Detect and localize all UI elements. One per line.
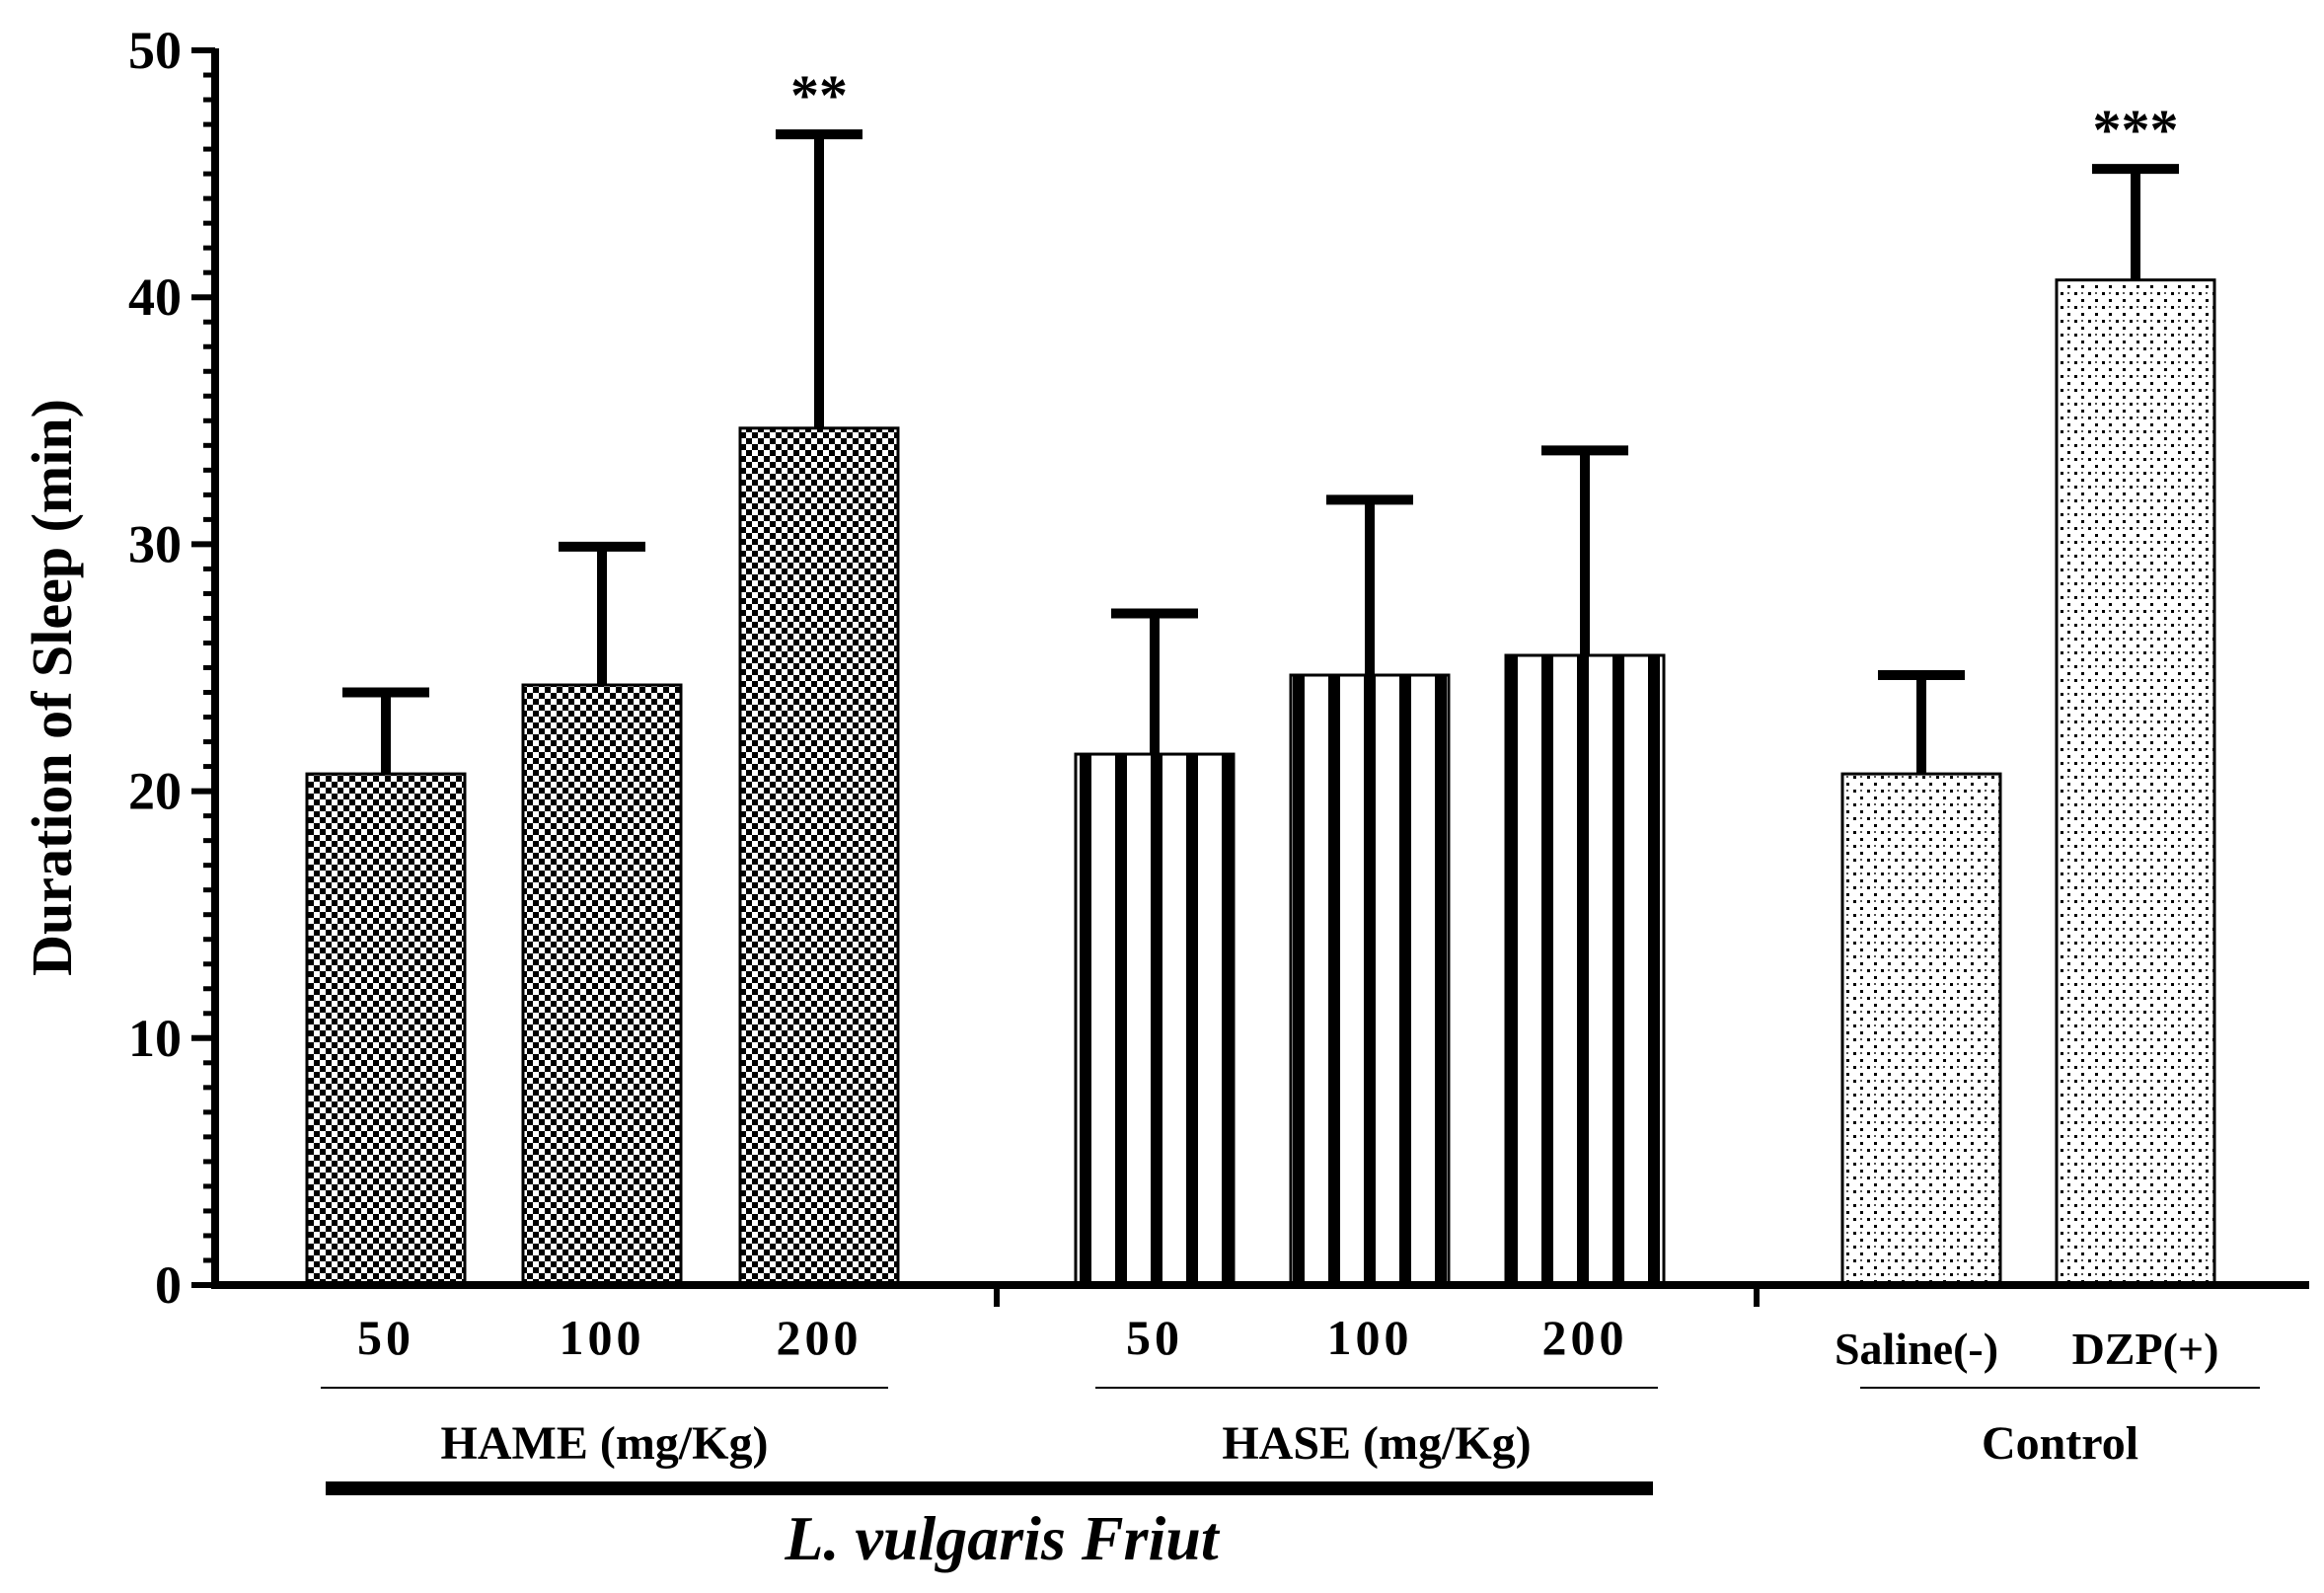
significance-marker: ** bbox=[790, 63, 848, 127]
x-tick-label: 50 bbox=[357, 1310, 414, 1365]
y-tick-label: 10 bbox=[128, 1009, 182, 1068]
bar bbox=[1289, 673, 1451, 1287]
bar bbox=[2055, 278, 2216, 1287]
bar bbox=[305, 772, 467, 1287]
significance-marker: *** bbox=[2093, 98, 2179, 162]
y-tick-label: 30 bbox=[128, 514, 182, 573]
group-label: HASE (mg/Kg) bbox=[1222, 1417, 1531, 1470]
supergroup-label: L. vulgaris Friut bbox=[784, 1503, 1220, 1573]
x-tick-label: 200 bbox=[777, 1310, 862, 1365]
y-axis-title: Duration of Sleep (min) bbox=[20, 399, 84, 976]
y-axis: 0 10 20 30 40 50 Duration of Sleep (min) bbox=[20, 21, 219, 1315]
x-tick-label: DZP(+) bbox=[2072, 1324, 2219, 1374]
bar bbox=[521, 683, 683, 1287]
group-label: HAME (mg/Kg) bbox=[441, 1417, 769, 1470]
bars: ***** bbox=[305, 63, 2216, 1287]
y-tick-label: 50 bbox=[128, 21, 182, 80]
y-tick-label: 40 bbox=[128, 267, 182, 327]
bar bbox=[1840, 772, 2002, 1287]
x-tick-label: 100 bbox=[560, 1310, 645, 1365]
group-label: Control bbox=[1982, 1417, 2138, 1470]
x-tick-label: Saline(-) bbox=[1835, 1324, 1998, 1374]
bar bbox=[738, 426, 900, 1287]
x-tick-label: 100 bbox=[1327, 1310, 1413, 1365]
bar bbox=[1074, 752, 1236, 1287]
x-tick-label: 50 bbox=[1126, 1310, 1183, 1365]
y-tick-label: 20 bbox=[128, 762, 182, 821]
y-tick-label: 0 bbox=[155, 1255, 182, 1315]
x-tick-label: 200 bbox=[1542, 1310, 1628, 1365]
bar bbox=[1504, 653, 1666, 1287]
x-axis bbox=[211, 1281, 2309, 1307]
